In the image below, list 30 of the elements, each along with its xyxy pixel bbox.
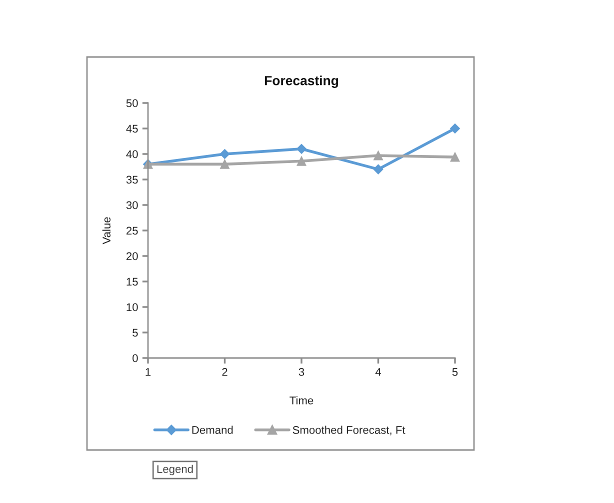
- y-tick-label: 20: [126, 252, 138, 260]
- legend-label: Demand: [192, 426, 233, 434]
- y-tick-label: 10: [126, 303, 138, 312]
- text: Legend: [157, 464, 193, 476]
- y-tick-label: 40: [126, 150, 138, 158]
- point: [374, 150, 383, 160]
- point: [296, 156, 306, 166]
- x-tick-label: 3: [298, 368, 304, 376]
- x-tick-label: 4: [375, 368, 382, 376]
- y-axis-title: Value: [102, 217, 110, 244]
- y-tick-label: 45: [126, 124, 138, 133]
- y-tick-label: 35: [126, 176, 138, 184]
- x-axis-title: Time: [290, 396, 314, 404]
- x-tick-label: 5: [452, 368, 458, 376]
- x-tick-label: 1: [146, 368, 151, 376]
- point: [220, 149, 230, 159]
- y-tick-label: 25: [126, 226, 138, 235]
- x-tick-label: 2: [222, 368, 228, 376]
- chart-title: Forecasting: [264, 76, 338, 88]
- y-tick-label: 0: [132, 354, 138, 362]
- legend-label: Smoothed Forecast, Ft: [292, 426, 406, 436]
- point: [373, 164, 384, 174]
- y-tick-label: 50: [126, 99, 138, 108]
- y-tick-label: 15: [126, 278, 138, 286]
- point: [450, 124, 460, 134]
- point: [296, 144, 306, 154]
- point: [220, 160, 230, 169]
- point: [450, 152, 460, 162]
- y-tick-label: 5: [132, 328, 138, 337]
- y-tick-label: 30: [126, 201, 138, 210]
